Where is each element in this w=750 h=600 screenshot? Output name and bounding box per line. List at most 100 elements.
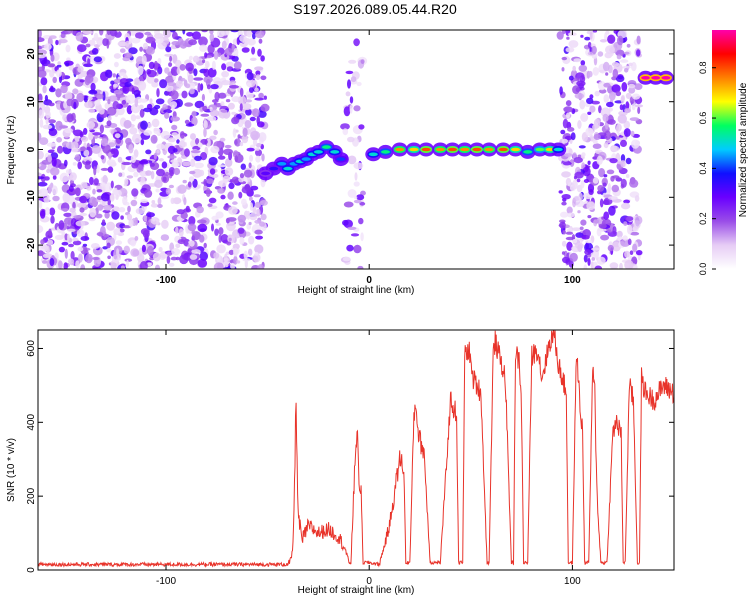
noise-speckle bbox=[607, 244, 614, 252]
noise-speckle bbox=[597, 51, 604, 57]
noise-speckle bbox=[587, 160, 591, 165]
noise-speckle bbox=[169, 169, 175, 177]
noise-speckle bbox=[196, 206, 204, 214]
noise-speckle bbox=[625, 174, 630, 178]
noise-speckle bbox=[140, 228, 150, 236]
noise-speckle bbox=[186, 32, 194, 37]
noise-speckle bbox=[213, 252, 220, 259]
noise-speckle bbox=[102, 174, 108, 185]
noise-speckle bbox=[214, 228, 219, 236]
noise-speckle bbox=[79, 212, 88, 217]
noise-speckle bbox=[234, 138, 242, 147]
noise-speckle bbox=[58, 260, 63, 269]
noise-speckle bbox=[591, 45, 597, 55]
noise-speckle bbox=[228, 182, 235, 190]
noise-speckle bbox=[128, 47, 138, 55]
noise-speckle bbox=[603, 94, 610, 103]
noise-speckle bbox=[156, 168, 165, 177]
noise-speckle bbox=[220, 30, 230, 36]
noise-speckle bbox=[58, 246, 65, 253]
noise-speckle bbox=[135, 32, 144, 39]
noise-speckle bbox=[160, 234, 170, 241]
noise-speckle bbox=[219, 137, 226, 142]
noise-speckle bbox=[38, 53, 47, 59]
noise-speckle bbox=[144, 189, 153, 198]
noise-speckle bbox=[350, 233, 360, 237]
noise-speckle bbox=[40, 239, 45, 245]
noise-speckle bbox=[197, 219, 207, 224]
noise-speckle bbox=[170, 197, 175, 204]
noise-speckle bbox=[38, 225, 44, 234]
noise-speckle bbox=[200, 113, 210, 117]
noise-speckle bbox=[217, 92, 227, 99]
noise-speckle bbox=[170, 90, 179, 100]
noise-speckle bbox=[244, 120, 252, 129]
noise-speckle bbox=[206, 84, 211, 90]
noise-speckle bbox=[242, 127, 248, 137]
noise-speckle bbox=[79, 207, 85, 213]
noise-speckle bbox=[66, 233, 70, 242]
noise-speckle bbox=[242, 258, 251, 262]
noise-speckle bbox=[562, 256, 570, 264]
noise-speckle bbox=[38, 190, 42, 194]
noise-speckle bbox=[564, 153, 573, 157]
noise-speckle bbox=[196, 184, 201, 189]
noise-speckle bbox=[65, 44, 71, 53]
noise-speckle bbox=[46, 142, 57, 147]
noise-speckle bbox=[38, 150, 44, 160]
noise-speckle bbox=[46, 168, 51, 174]
noise-speckle bbox=[63, 217, 74, 225]
noise-speckle bbox=[48, 228, 52, 237]
track-core bbox=[661, 76, 671, 80]
noise-speckle bbox=[218, 227, 224, 235]
noise-speckle bbox=[185, 62, 194, 72]
noise-speckle bbox=[68, 258, 74, 264]
noise-speckle bbox=[177, 184, 187, 194]
noise-speckle bbox=[612, 68, 619, 79]
noise-speckle bbox=[48, 184, 52, 195]
x-tick-label: -100 bbox=[156, 275, 176, 286]
noise-speckle bbox=[51, 157, 57, 167]
noise-speckle bbox=[213, 129, 218, 136]
noise-speckle bbox=[577, 210, 581, 214]
noise-speckle bbox=[189, 170, 196, 175]
noise-speckle bbox=[40, 244, 48, 250]
noise-speckle bbox=[82, 156, 93, 162]
noise-speckle bbox=[207, 203, 213, 207]
noise-speckle bbox=[253, 194, 261, 198]
noise-speckle bbox=[140, 120, 148, 130]
noise-speckle bbox=[249, 196, 253, 201]
noise-speckle bbox=[610, 145, 620, 152]
noise-speckle bbox=[173, 148, 178, 153]
noise-speckle bbox=[199, 251, 208, 261]
noise-speckle bbox=[76, 92, 85, 103]
noise-speckle bbox=[164, 67, 170, 74]
noise-speckle bbox=[612, 226, 617, 235]
noise-speckle bbox=[100, 167, 109, 171]
noise-speckle bbox=[188, 216, 196, 226]
noise-speckle bbox=[609, 158, 618, 164]
noise-speckle bbox=[188, 176, 195, 182]
noise-speckle bbox=[566, 212, 575, 218]
noise-speckle bbox=[624, 51, 630, 55]
noise-speckle bbox=[152, 217, 156, 222]
noise-speckle bbox=[241, 134, 249, 144]
noise-speckle bbox=[65, 169, 72, 174]
noise-speckle bbox=[583, 254, 588, 263]
noise-speckle bbox=[621, 82, 628, 92]
noise-speckle bbox=[228, 237, 232, 242]
noise-speckle bbox=[623, 199, 630, 204]
noise-speckle bbox=[570, 132, 576, 141]
noise-speckle bbox=[257, 48, 262, 57]
noise-speckle bbox=[130, 37, 141, 44]
noise-speckle bbox=[171, 132, 178, 136]
noise-speckle bbox=[107, 106, 117, 116]
noise-speckle bbox=[131, 188, 139, 197]
noise-speckle bbox=[168, 184, 174, 189]
noise-speckle bbox=[168, 62, 173, 67]
noise-speckle bbox=[47, 239, 54, 245]
noise-speckle bbox=[83, 63, 93, 68]
noise-speckle bbox=[49, 258, 55, 267]
noise-speckle bbox=[566, 112, 570, 119]
noise-speckle bbox=[207, 67, 217, 78]
